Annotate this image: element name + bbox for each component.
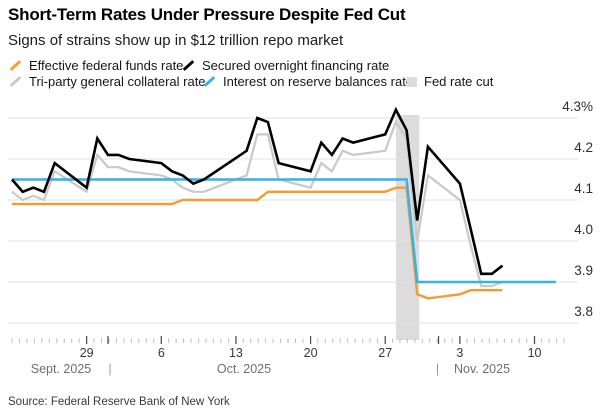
x-tick-label: 13 — [229, 346, 243, 360]
fed-rate-cut-swatch-icon — [407, 76, 417, 87]
chart-title: Short-Term Rates Under Pressure Despite … — [8, 5, 406, 24]
legend-label-effr: Effective federal funds rate — [29, 58, 184, 73]
tgcr-line — [11, 119, 503, 288]
legend-label-sofr: Secured overnight financing rate — [202, 58, 390, 73]
legend-item-tgcr: Tri-party general collateral rate — [8, 74, 206, 89]
x-tick-label: 10 — [528, 346, 542, 360]
fed-rate-cut-band — [395, 115, 420, 340]
legend-label-tgcr: Tri-party general collateral rate — [29, 74, 206, 89]
y-tick-label: 4.0 — [574, 222, 593, 237]
x-tick-label: 6 — [158, 346, 165, 360]
legend-item-effr: Effective federal funds rate — [8, 58, 183, 73]
legend-item-iorb: Interest on reserve balances rate — [202, 74, 413, 89]
y-tick-label: 4.2 — [574, 140, 593, 155]
y-tick-label: 4.1 — [574, 181, 593, 196]
month-label: Sept. 2025 — [31, 362, 92, 376]
x-tick-label: 27 — [378, 346, 392, 360]
legend-item-fed-rate-cut: Fed rate cut — [407, 74, 493, 89]
y-tick-label: 3.9 — [574, 263, 593, 278]
x-tick-label: 20 — [304, 346, 318, 360]
month-label: Nov. 2025 — [454, 362, 510, 376]
month-label: Oct. 2025 — [217, 362, 271, 376]
sofr-line — [11, 106, 504, 276]
x-tick-label: 29 — [80, 346, 94, 360]
month-separator: | — [436, 362, 439, 376]
x-tick-label: 3 — [456, 346, 463, 360]
iorb-line — [12, 178, 556, 284]
effr-line — [12, 186, 503, 300]
source-note: Source: Federal Reserve Bank of New York — [8, 396, 230, 408]
y-tick-label: 4.3% — [562, 99, 593, 114]
legend-item-sofr: Secured overnight financing rate — [181, 58, 389, 73]
chart-subtitle: Signs of strains show up in $12 trillion… — [8, 32, 344, 49]
legend-label-fed-rate-cut: Fed rate cut — [424, 74, 494, 89]
y-tick-label: 3.8 — [574, 304, 593, 319]
legend-label-iorb: Interest on reserve balances rate — [223, 74, 414, 89]
month-separator: | — [108, 362, 111, 376]
